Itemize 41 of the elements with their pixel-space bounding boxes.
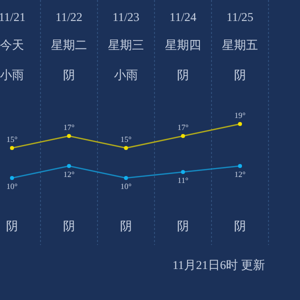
- x-tick-label: 11/23: [112, 10, 140, 24]
- text: 阴: [6, 219, 18, 233]
- text: 星期五: [222, 38, 258, 52]
- point: [181, 134, 185, 138]
- data-label: 17°: [177, 123, 189, 132]
- text: 小雨: [0, 68, 24, 82]
- data-label: 15°: [6, 135, 18, 144]
- text: 阴: [63, 219, 75, 233]
- data-label: 11°: [178, 176, 188, 185]
- x-tick-label: 11/21: [0, 10, 26, 24]
- data-label: 19°: [234, 111, 246, 120]
- point: [67, 134, 71, 138]
- x-tick-label: 11/24: [170, 10, 196, 24]
- point: [238, 122, 242, 126]
- text: 阴: [234, 219, 246, 233]
- point: [67, 164, 71, 168]
- text: 阴: [177, 219, 189, 233]
- data-label: 15°: [120, 135, 132, 144]
- text: 阴: [120, 219, 132, 233]
- point: [124, 176, 128, 180]
- text: 阴: [63, 68, 75, 82]
- point: [10, 176, 14, 180]
- text: 星期四: [165, 38, 201, 52]
- text: 星期三: [108, 38, 144, 52]
- text: 星期二: [51, 38, 87, 52]
- data-label: 12°: [63, 170, 75, 179]
- data-label: 10°: [6, 182, 18, 191]
- point: [238, 164, 242, 168]
- text: 阴: [177, 68, 189, 82]
- text: 11月21日6时 更新: [172, 258, 265, 272]
- x-tick-label: 11/22: [56, 10, 82, 24]
- data-label: 12°: [234, 170, 246, 179]
- text: 阴: [234, 68, 246, 82]
- data-label: 10°: [120, 182, 132, 191]
- text: 小雨: [114, 68, 138, 82]
- x-tick-label: 11/25: [226, 10, 254, 24]
- data-label: 17°: [63, 123, 75, 132]
- text: 今天: [0, 38, 24, 52]
- point: [10, 146, 14, 150]
- point: [181, 170, 185, 174]
- point: [124, 146, 128, 150]
